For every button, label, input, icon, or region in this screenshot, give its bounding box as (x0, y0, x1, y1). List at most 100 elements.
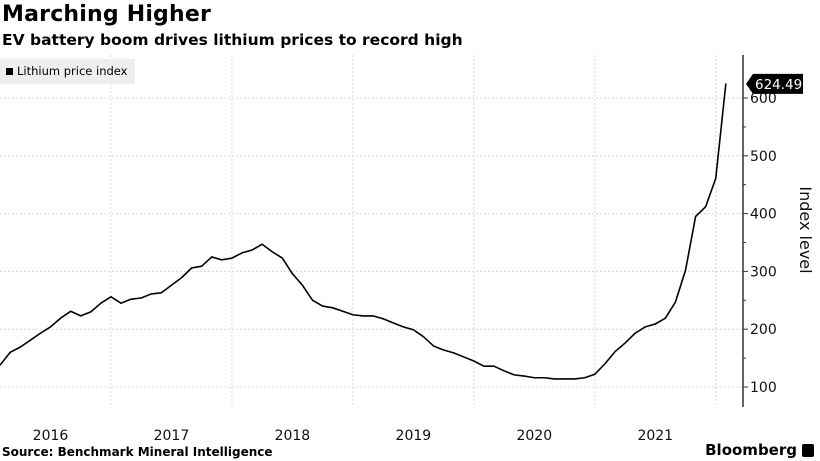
data-point (180, 277, 183, 279)
legend-swatch (6, 68, 13, 75)
data-point (513, 374, 515, 376)
data-point (191, 267, 193, 269)
gridlines (0, 55, 743, 407)
data-point (725, 83, 727, 85)
last-value-label: 624.49 (755, 77, 802, 93)
data-point (473, 360, 475, 362)
data-point (150, 293, 152, 295)
x-tick-label: 2021 (637, 428, 673, 444)
data-point (503, 370, 505, 372)
data-point (332, 307, 334, 309)
data-point (322, 305, 324, 307)
data-point (29, 339, 31, 341)
data-point (301, 284, 304, 286)
data-point (493, 365, 495, 367)
data-point (130, 298, 132, 300)
data-point (563, 378, 566, 380)
data-point (533, 377, 535, 379)
data-point (291, 273, 293, 275)
data-point (523, 375, 525, 377)
data-point (201, 265, 203, 267)
data-point (654, 323, 656, 325)
data-point (463, 356, 465, 358)
data-point (271, 251, 273, 253)
data-point (705, 206, 707, 208)
y-tick-label: 300 (750, 264, 777, 280)
data-point (695, 215, 697, 218)
data-point (382, 318, 384, 320)
data-point (624, 342, 626, 344)
data-point (432, 345, 435, 347)
data-point (110, 296, 112, 298)
data-point (49, 326, 52, 328)
data-point (604, 363, 606, 365)
data-point (342, 310, 344, 312)
data-point (19, 346, 21, 348)
data-point (574, 378, 576, 380)
data-point (584, 377, 586, 379)
x-tick-label: 2020 (516, 428, 552, 444)
series-layer (0, 83, 727, 380)
data-point (211, 256, 213, 258)
lithium-price-line (0, 83, 727, 380)
data-point (251, 249, 253, 251)
data-point (170, 284, 173, 286)
data-point (160, 292, 162, 294)
data-point (392, 322, 394, 324)
data-point (664, 317, 666, 319)
data-point (261, 243, 263, 245)
bloomberg-logo: Bloomberg (705, 441, 814, 459)
data-point (715, 177, 717, 179)
data-point (59, 317, 62, 319)
data-point (70, 310, 72, 312)
data-point (80, 315, 82, 317)
data-point (483, 365, 485, 367)
y-tick-label: 200 (750, 322, 777, 338)
data-point (402, 326, 404, 328)
data-point (443, 349, 445, 351)
bloomberg-icon (802, 443, 814, 457)
last-value-badge (746, 73, 803, 94)
data-point (0, 364, 1, 366)
data-point (594, 373, 596, 375)
data-point (684, 269, 687, 271)
chart-subtitle: EV battery boom drives lithium prices to… (2, 31, 463, 49)
chart-title: Marching Higher (2, 2, 212, 27)
y-tick-label: 600 (750, 91, 777, 107)
data-point (231, 257, 233, 259)
data-point (614, 351, 616, 353)
data-point (352, 314, 354, 316)
data-point (412, 329, 414, 331)
legend-label: Lithium price index (17, 64, 128, 78)
y-tick-label: 500 (750, 149, 777, 165)
source-note: Source: Benchmark Mineral Intelligence (2, 445, 273, 459)
data-point (311, 299, 314, 301)
x-tick-label: 2017 (154, 428, 190, 444)
data-point (644, 326, 646, 328)
data-point (9, 351, 11, 353)
data-point (553, 378, 556, 380)
data-point (221, 259, 223, 261)
data-point (543, 377, 546, 379)
data-point (372, 315, 374, 317)
data-point (362, 315, 364, 317)
x-tick-label: 2018 (275, 428, 311, 444)
data-point (422, 336, 425, 338)
y-tick-label: 400 (750, 207, 777, 223)
data-point (634, 332, 636, 334)
y-axis-label: Index level (796, 186, 815, 273)
data-point (140, 297, 142, 299)
data-point (39, 332, 42, 334)
legend: Lithium price index (0, 59, 136, 84)
x-tick-label: 2019 (396, 428, 432, 444)
x-tick-label: 2016 (33, 428, 69, 444)
y-tick-label: 100 (750, 380, 777, 396)
data-point (120, 302, 122, 304)
brand-name: Bloomberg (705, 441, 797, 459)
x-axis-labels: 2016 2017 2018 2019 2020 2021 (33, 428, 673, 444)
data-point (100, 302, 102, 304)
data-point (90, 311, 92, 313)
data-point (453, 352, 455, 354)
